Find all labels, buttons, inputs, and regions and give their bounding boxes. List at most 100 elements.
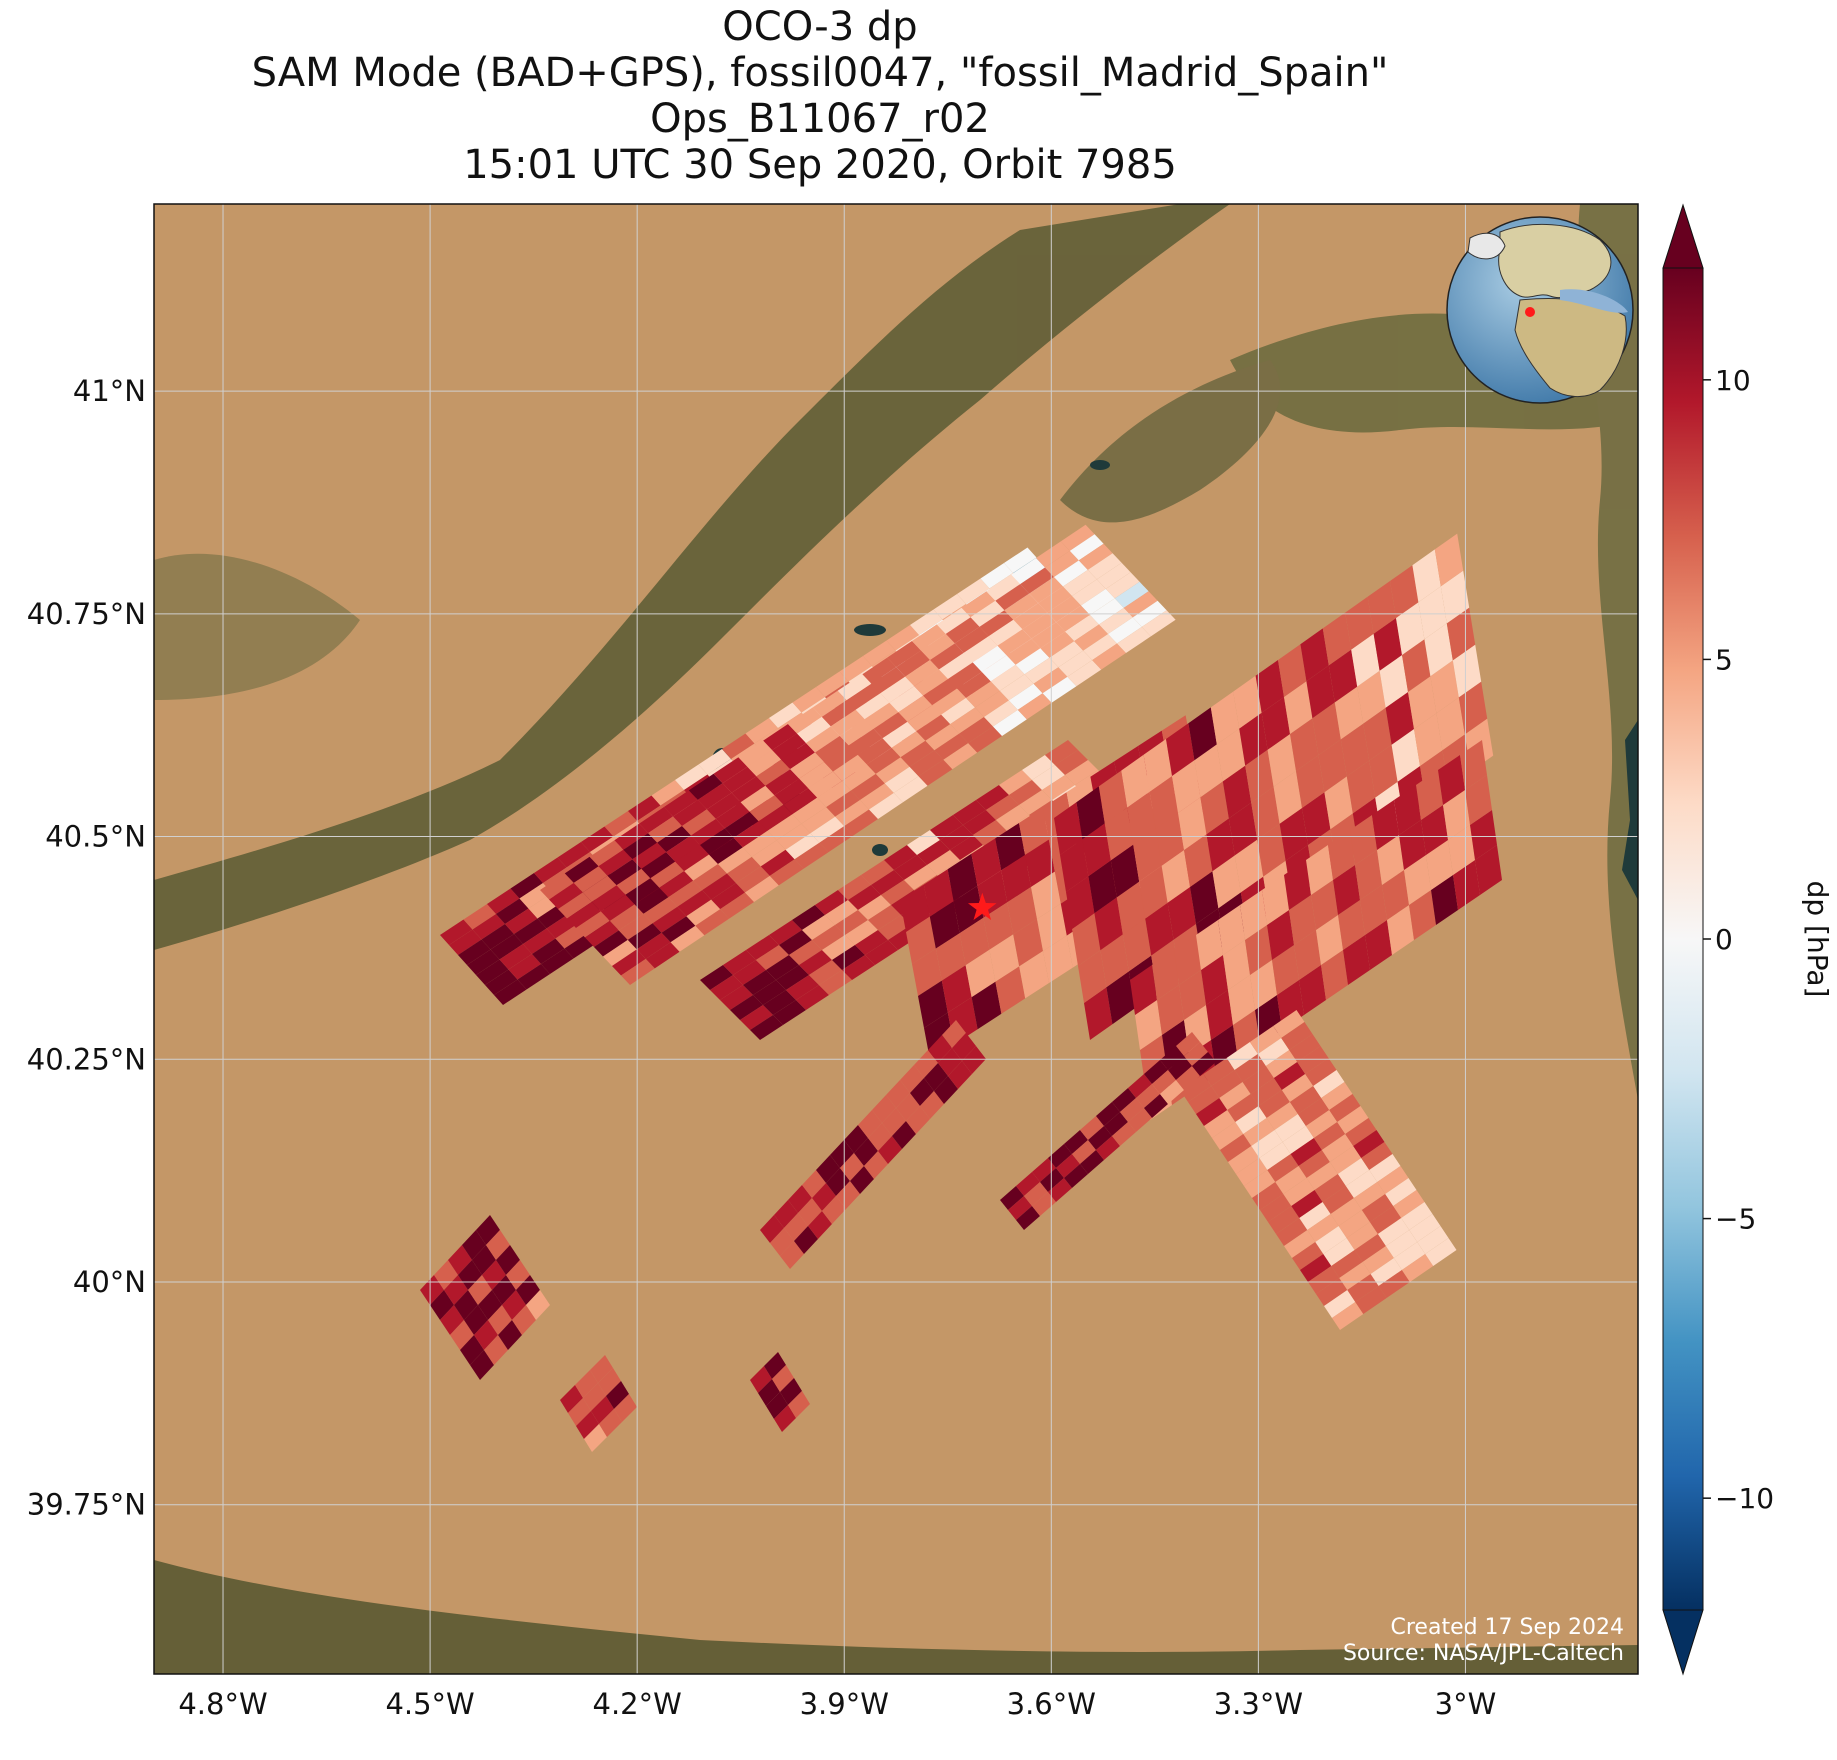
dp-sounding [871, 667, 906, 694]
dp-sounding [510, 873, 543, 899]
map-panel[interactable]: Created 17 Sep 2024 Source: NASA/JPL-Cal… [154, 204, 1638, 1674]
dp-sounding [910, 1078, 934, 1106]
dp-sounding [1339, 1262, 1371, 1290]
lat-tick-label: 40.25°N [27, 1042, 146, 1076]
dp-sounding [842, 955, 875, 980]
dp-sounding [864, 702, 899, 729]
lon-tick-label: 4.8°W [178, 1687, 267, 1721]
dp-sounding [1322, 612, 1352, 666]
dp-sounding [948, 662, 982, 689]
dp-sounding [1268, 1206, 1300, 1234]
dp-sounding [773, 1000, 806, 1025]
dp-sounding [817, 781, 851, 808]
dp-sounding [1401, 1202, 1433, 1230]
dp-sounding [751, 840, 786, 867]
dp-sounding [1346, 1222, 1378, 1250]
dp-sounding [1365, 920, 1392, 970]
dp-sounding [560, 1385, 583, 1413]
dp-sounding [1200, 781, 1229, 835]
dp-sounding [1234, 839, 1264, 893]
dp-sounding [816, 671, 849, 697]
dp-sounding [1080, 1116, 1104, 1140]
dp-sounding [912, 948, 942, 996]
globe-icon [1446, 216, 1634, 404]
dp-sounding [957, 578, 990, 604]
dp-sounding [1378, 1270, 1410, 1298]
dp-sounding [900, 884, 930, 932]
dp-sounding [1144, 1060, 1168, 1084]
dp-sounding [1300, 628, 1329, 682]
dp-sounding [780, 1241, 804, 1269]
dp-sounding [1031, 622, 1066, 649]
dp-sounding [1074, 624, 1108, 651]
dp-sounding [990, 664, 1025, 691]
dp-sounding [824, 745, 858, 772]
dp-sounding [1078, 950, 1107, 1003]
dp-sounding [865, 940, 898, 965]
dp-sounding [463, 904, 496, 930]
dp-sounding [583, 1383, 606, 1411]
dp-sounding [659, 871, 694, 898]
dp-sounding [652, 906, 687, 933]
dp-sounding [600, 894, 635, 921]
dp-sounding [935, 933, 966, 981]
dp-sounding [909, 750, 944, 777]
dp-sounding [1058, 650, 1093, 677]
dp-sounding [462, 1230, 486, 1260]
dp-sounding [1289, 1034, 1321, 1062]
dp-sounding [889, 686, 924, 713]
dp-sounding [1354, 1234, 1386, 1262]
dp-sounding [1083, 634, 1117, 661]
dp-sounding [918, 980, 948, 1028]
dp-sounding [1273, 1062, 1306, 1090]
dp-sounding [625, 878, 660, 905]
dp-sounding [1045, 740, 1078, 765]
dp-sounding [1333, 865, 1360, 915]
colorbar-tick-label: −10 [1715, 1482, 1774, 1515]
dp-sounding [532, 938, 565, 964]
dp-sounding [862, 657, 897, 684]
dp-sounding [781, 743, 815, 770]
dp-sounding [1136, 1084, 1160, 1108]
dp-sounding [932, 688, 966, 715]
dp-sounding [860, 783, 894, 810]
dp-sounding [1060, 524, 1095, 551]
dp-sounding [636, 932, 671, 959]
dp-sounding [855, 930, 888, 955]
dp-sounding [1006, 638, 1041, 665]
dp-sounding [869, 792, 903, 819]
dp-sounding [1307, 1214, 1339, 1242]
dp-sounding [1141, 610, 1176, 637]
dp-sounding [830, 1140, 854, 1168]
dp-sounding [693, 864, 727, 891]
dp-sounding [1418, 586, 1447, 640]
dp-sounding [1281, 1074, 1314, 1102]
dp-sounding [995, 584, 1030, 611]
dp-sounding [1306, 845, 1333, 895]
dp-sounding [927, 850, 960, 875]
dp-sounding [1284, 860, 1311, 910]
dp-sounding [1266, 1102, 1298, 1130]
dp-sounding [486, 1230, 510, 1260]
dp-sounding [784, 1213, 808, 1241]
dp-sounding [1347, 1274, 1379, 1302]
dp-sounding [996, 805, 1029, 830]
dp-sounding [1338, 900, 1365, 950]
dp-sounding [1267, 734, 1296, 787]
dp-sounding [1180, 1074, 1212, 1102]
dp-sounding [1363, 707, 1392, 761]
dp-sounding [476, 1215, 500, 1245]
dp-sounding [790, 752, 824, 779]
dp-sounding [1369, 1206, 1402, 1234]
dp-sounding [1096, 1136, 1120, 1160]
dp-sounding [1206, 818, 1235, 872]
dp-sounding [1152, 950, 1179, 1000]
dp-sounding [855, 693, 890, 720]
dp-sounding [959, 717, 993, 744]
dp-sounding [989, 934, 1020, 982]
dp-sounding [1022, 755, 1055, 780]
dp-sounding [702, 873, 736, 900]
dp-sounding [1377, 835, 1404, 885]
dp-sounding [1043, 935, 1073, 983]
